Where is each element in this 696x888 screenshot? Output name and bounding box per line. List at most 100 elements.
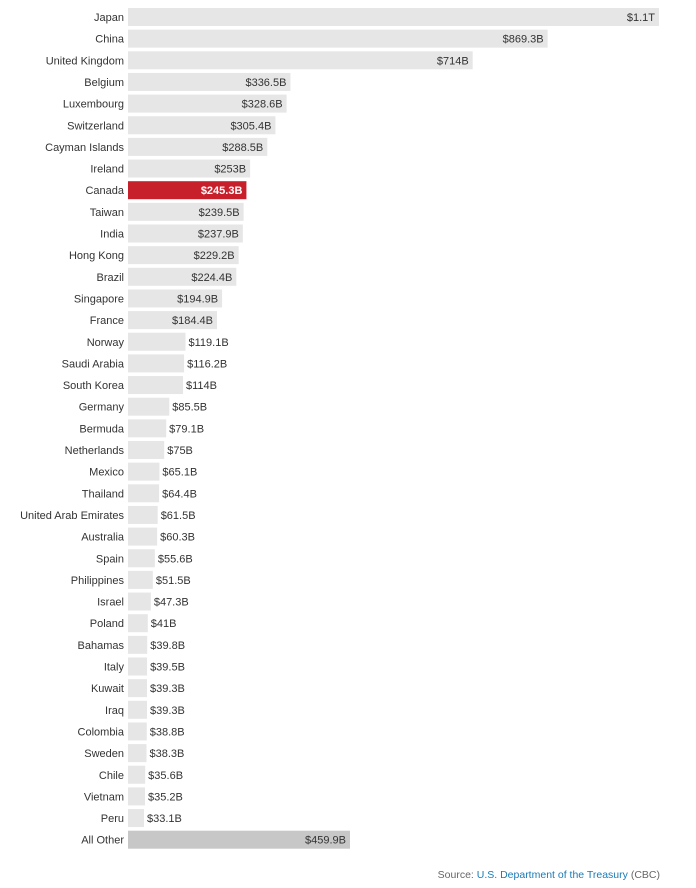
bar-chart: Japan $1.1T China $869.3B United Kingdom $714… xyxy=(20,8,659,849)
category-label-spain: Spain xyxy=(96,553,124,565)
category-label-japan: Japan xyxy=(94,12,124,24)
bar-hong-kong[interactable] xyxy=(128,246,239,265)
category-label-ireland: Ireland xyxy=(90,164,124,176)
category-label-taiwan: Taiwan xyxy=(90,207,124,219)
category-label-belgium: Belgium xyxy=(84,77,124,89)
bar-sweden[interactable] xyxy=(128,744,147,763)
category-label-united-arab-emirates: United Arab Emirates xyxy=(20,510,124,522)
bar-japan[interactable] xyxy=(128,8,659,26)
value-label-singapore: $194.9B xyxy=(177,293,218,305)
bar-kuwait[interactable] xyxy=(128,679,147,698)
bar-belgium[interactable] xyxy=(128,72,291,91)
bar-poland[interactable] xyxy=(128,614,148,633)
value-label-philippines: $51.5B xyxy=(156,575,191,587)
value-label-ireland: $253B xyxy=(214,164,246,176)
category-label-mexico: Mexico xyxy=(89,467,124,479)
value-label-luxembourg: $328.6B xyxy=(242,99,283,111)
source-link[interactable]: U.S. Department of the Treasury xyxy=(476,869,628,881)
category-label-saudi-arabia: Saudi Arabia xyxy=(62,358,125,370)
bar-all-other[interactable] xyxy=(128,830,351,849)
value-label-cayman-islands: $288.5B xyxy=(222,142,263,154)
bar-taiwan[interactable] xyxy=(128,202,244,221)
source-suffix: (CBC) xyxy=(630,869,660,881)
bar-cayman-islands[interactable] xyxy=(128,137,268,156)
bar-bermuda[interactable] xyxy=(128,419,167,438)
bar-peru[interactable] xyxy=(128,809,144,828)
bar-united-kingdom[interactable] xyxy=(128,51,473,70)
value-label-bermuda: $79.1B xyxy=(169,423,204,435)
value-label-chile: $35.6B xyxy=(148,770,183,782)
bar-india[interactable] xyxy=(128,224,243,243)
bar-italy[interactable] xyxy=(128,657,148,676)
value-label-china: $869.3B xyxy=(503,34,544,46)
category-label-france: France xyxy=(90,315,124,327)
category-label-south-korea: South Korea xyxy=(63,380,125,392)
category-label-peru: Peru xyxy=(101,813,124,825)
bar-saudi-arabia[interactable] xyxy=(128,354,185,373)
category-label-switzerland: Switzerland xyxy=(67,120,124,132)
category-label-vietnam: Vietnam xyxy=(84,791,124,803)
category-label-hong-kong: Hong Kong xyxy=(69,250,124,262)
bar-colombia[interactable] xyxy=(128,722,147,741)
bar-philippines[interactable] xyxy=(128,570,153,589)
category-label-germany: Germany xyxy=(79,402,125,414)
category-label-kuwait: Kuwait xyxy=(91,683,124,695)
value-label-taiwan: $239.5B xyxy=(199,207,240,219)
category-label-chile: Chile xyxy=(99,770,124,782)
value-label-switzerland: $305.4B xyxy=(230,120,271,132)
value-label-united-arab-emirates: $61.5B xyxy=(161,510,196,522)
source-note: Source: U.S. Department of the Treasury … xyxy=(438,869,660,881)
category-label-poland: Poland xyxy=(90,618,124,630)
value-label-norway: $119.1B xyxy=(188,337,228,349)
bar-china[interactable] xyxy=(128,29,548,48)
bar-brazil[interactable] xyxy=(128,267,237,286)
value-label-iraq: $39.3B xyxy=(150,705,185,717)
category-label-cayman-islands: Cayman Islands xyxy=(45,142,124,154)
bar-germany[interactable] xyxy=(128,397,170,416)
bar-israel[interactable] xyxy=(128,592,151,611)
value-label-all-other: $459.9B xyxy=(305,835,346,847)
category-label-bermuda: Bermuda xyxy=(79,423,125,435)
bar-spain[interactable] xyxy=(128,549,155,568)
value-label-canada: $245.3B xyxy=(201,185,243,197)
value-label-spain: $55.6B xyxy=(158,553,193,565)
bar-bahamas[interactable] xyxy=(128,635,148,654)
bar-canada[interactable] xyxy=(128,181,247,200)
bar-switzerland[interactable] xyxy=(128,116,276,135)
value-label-australia: $60.3B xyxy=(160,532,195,544)
value-label-poland: $41B xyxy=(151,618,177,630)
category-label-india: India xyxy=(100,229,125,241)
bar-vietnam[interactable] xyxy=(128,787,145,806)
bar-singapore[interactable] xyxy=(128,289,223,308)
category-label-norway: Norway xyxy=(87,337,125,349)
category-label-philippines: Philippines xyxy=(71,575,125,587)
value-label-peru: $33.1B xyxy=(147,813,182,825)
bar-south-korea[interactable] xyxy=(128,376,184,395)
bar-iraq[interactable] xyxy=(128,700,147,719)
bar-luxembourg[interactable] xyxy=(128,94,287,113)
value-label-japan: $1.1T xyxy=(627,12,655,24)
value-label-bahamas: $39.8B xyxy=(150,640,185,652)
category-label-united-kingdom: United Kingdom xyxy=(46,55,124,67)
bar-norway[interactable] xyxy=(128,332,186,351)
bar-mexico[interactable] xyxy=(128,462,160,481)
bar-thailand[interactable] xyxy=(128,484,160,503)
bar-united-arab-emirates[interactable] xyxy=(128,505,158,524)
category-label-singapore: Singapore xyxy=(74,293,124,305)
value-label-italy: $39.5B xyxy=(150,662,185,674)
category-label-luxembourg: Luxembourg xyxy=(63,99,124,111)
value-label-france: $184.4B xyxy=(172,315,213,327)
category-label-colombia: Colombia xyxy=(78,726,125,738)
category-label-italy: Italy xyxy=(104,662,125,674)
category-label-sweden: Sweden xyxy=(84,748,124,760)
category-label-iraq: Iraq xyxy=(105,705,124,717)
value-label-belgium: $336.5B xyxy=(245,77,286,89)
bar-australia[interactable] xyxy=(128,527,158,546)
value-label-thailand: $64.4B xyxy=(162,488,197,500)
value-label-germany: $85.5B xyxy=(172,402,207,414)
bar-france[interactable] xyxy=(128,311,218,330)
value-label-sweden: $38.3B xyxy=(149,748,184,760)
bar-chile[interactable] xyxy=(128,765,146,784)
bar-ireland[interactable] xyxy=(128,159,251,178)
bar-netherlands[interactable] xyxy=(128,441,165,459)
